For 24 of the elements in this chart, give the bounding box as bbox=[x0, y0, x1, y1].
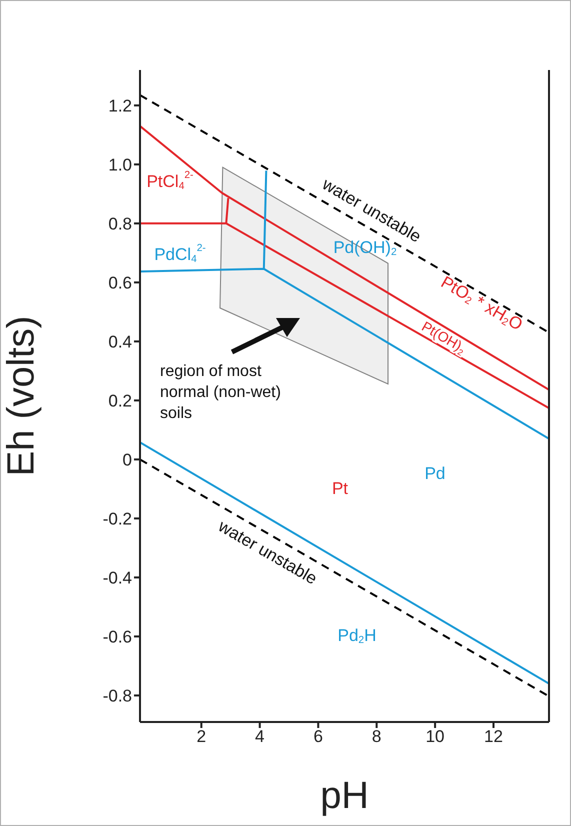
y-tick-label: -0.2 bbox=[102, 509, 132, 528]
y-tick-label: -0.8 bbox=[102, 686, 132, 706]
annotation: Pd bbox=[424, 464, 446, 482]
y-tick-label: 0.6 bbox=[108, 273, 132, 292]
x-tick-label: 2 bbox=[196, 727, 206, 746]
y-tick-label: 1.2 bbox=[108, 96, 132, 116]
x-tick-label: 6 bbox=[313, 727, 323, 746]
y-axis-title: Eh (volts) bbox=[0, 316, 42, 476]
y-tick-label: 1.0 bbox=[108, 155, 132, 174]
x-tick-label: 8 bbox=[372, 727, 382, 746]
y-tick-label: 0 bbox=[122, 450, 132, 470]
annotation: Pt bbox=[332, 478, 348, 498]
x-axis-title: pH bbox=[320, 775, 369, 817]
y-tick-label: 0.4 bbox=[108, 332, 132, 352]
annotation: Pd(OH)$_{2}$ bbox=[333, 238, 397, 258]
y-tick-label: -0.4 bbox=[102, 568, 132, 588]
x-tick-label: 4 bbox=[255, 727, 265, 746]
y-tick-label: 0.2 bbox=[108, 391, 132, 410]
x-tick-label: 12 bbox=[484, 727, 503, 746]
y-tick-label: -0.6 bbox=[102, 627, 132, 646]
annotation: region of most normal (non-wet) soils bbox=[160, 363, 281, 422]
x-tick-label: 10 bbox=[426, 727, 445, 746]
annotation: Pd$_{2}$H bbox=[338, 626, 376, 646]
y-tick-label: 0.8 bbox=[108, 214, 132, 234]
